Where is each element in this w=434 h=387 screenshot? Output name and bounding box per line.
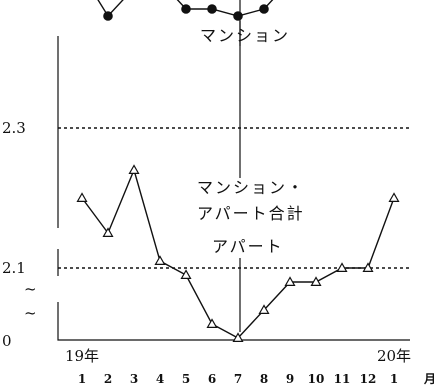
data-point (102, 227, 114, 237)
y-tick-labels: 02.12.32.52.7 (2, 119, 26, 350)
year-label: 20年 (377, 347, 411, 365)
data-point (284, 276, 296, 286)
data-point (388, 192, 400, 202)
x-tick-label: 12 (360, 372, 377, 386)
x-tick-label: 1 (390, 372, 398, 386)
data-point (154, 255, 166, 265)
data-point (258, 304, 270, 314)
x-tick-labels: 1 2 3 4 5 6 7 8 9 10 11 12 1 (78, 372, 398, 386)
y-tick-label: 0 (2, 332, 12, 350)
x-tick-label: 3 (130, 372, 138, 386)
x-tick-label: 5 (182, 372, 190, 386)
data-point (128, 164, 140, 174)
axes (57, 36, 410, 341)
x-tick-label: 9 (286, 372, 294, 386)
data-point (181, 4, 191, 14)
data-point (103, 11, 113, 21)
data-point (336, 262, 348, 272)
data-point (362, 262, 374, 272)
series-group (76, 0, 400, 342)
axis-break-mark-upper: ~ (24, 280, 37, 298)
label-apartment: アパート (212, 237, 284, 256)
series-1 (97, 0, 274, 21)
data-point (310, 276, 322, 286)
y-tick-label: 2.3 (2, 119, 26, 137)
label-total-line-2: アパート合計 (197, 204, 305, 223)
x-tick-label: 2 (104, 372, 112, 386)
data-point (206, 318, 218, 328)
axis-break-mark-lower: ~ (24, 304, 37, 322)
series-2 (76, 164, 400, 342)
x-tick-label: 11 (334, 372, 351, 386)
x-tick-label: 4 (156, 372, 164, 386)
data-point (259, 4, 269, 14)
label-total-line-1: マンション・ (197, 178, 305, 197)
data-point (180, 269, 192, 279)
data-point (233, 11, 243, 21)
y-axis-line (57, 36, 410, 341)
x-tick-label: 10 (308, 372, 325, 386)
data-point (232, 332, 244, 342)
x-axis-unit: 月 (423, 372, 434, 386)
year-label: 19年 (65, 347, 99, 365)
year-labels: 19年 20年 (65, 347, 411, 365)
x-tick-label: 6 (208, 372, 216, 386)
data-point (207, 4, 217, 14)
data-point (76, 192, 88, 202)
label-mansion: マンション (200, 26, 290, 45)
x-tick-label: 8 (260, 372, 268, 386)
x-tick-label: 1 (78, 372, 86, 386)
x-tick-label: 7 (234, 372, 242, 386)
y-tick-label: 2.1 (2, 259, 26, 277)
